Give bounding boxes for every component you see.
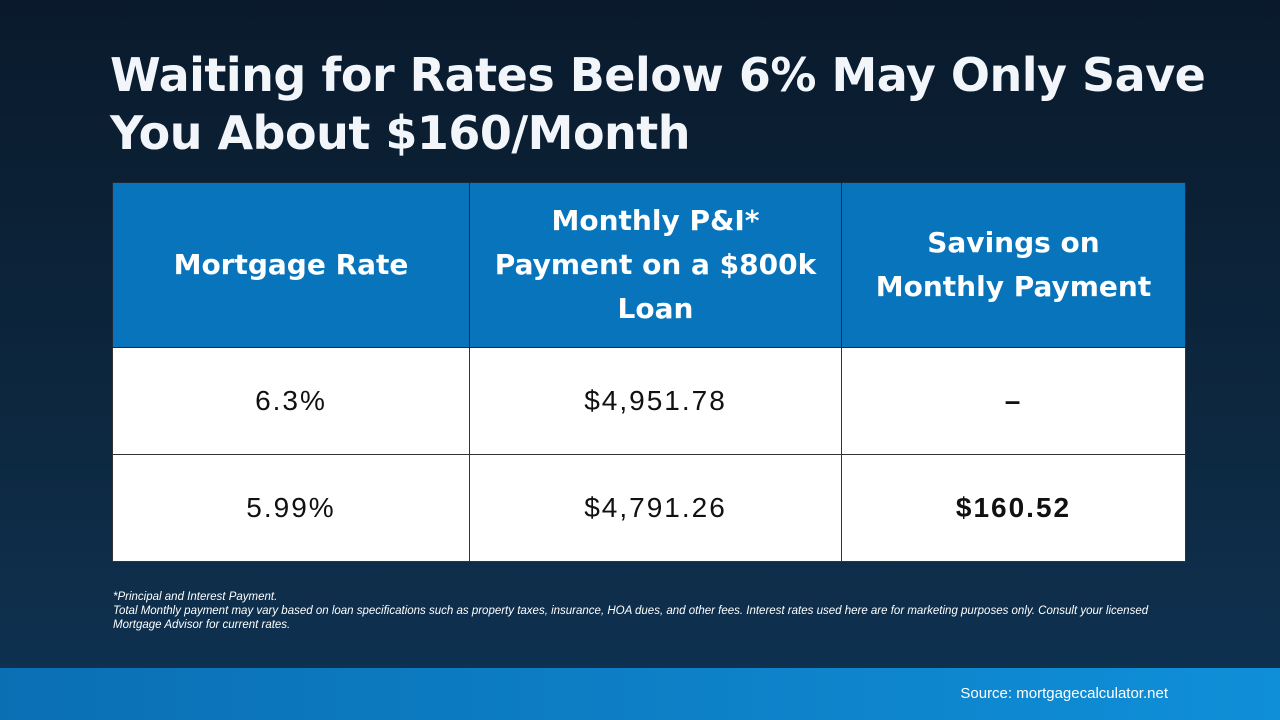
cell: 5.99% (112, 454, 470, 562)
footnote: *Principal and Interest Payment. Total M… (113, 590, 1173, 632)
footer-bar: Source: mortgagecalculator.net (0, 668, 1280, 720)
footnote-line: Total Monthly payment may vary based on … (113, 605, 1149, 631)
cell: $4,791.26 (469, 454, 842, 562)
column-header: Savings on Monthly Payment (841, 182, 1186, 348)
column-header: Monthly P&I* Payment on a $800k Loan (469, 182, 842, 348)
cell: $4,951.78 (469, 347, 842, 455)
title: Waiting for Rates Below 6% May Only Save… (110, 48, 1206, 160)
source: Source: mortgagecalculator.net (960, 685, 1168, 702)
cell: 6.3% (112, 347, 470, 455)
column-header: Mortgage Rate (112, 182, 470, 348)
cell: $160.52 (841, 454, 1186, 562)
footnote-line: *Principal and Interest Payment. (113, 591, 278, 603)
comparison-table: Mortgage Rate Monthly P&I* Payment on a … (112, 182, 1186, 562)
cell: – (841, 347, 1186, 455)
